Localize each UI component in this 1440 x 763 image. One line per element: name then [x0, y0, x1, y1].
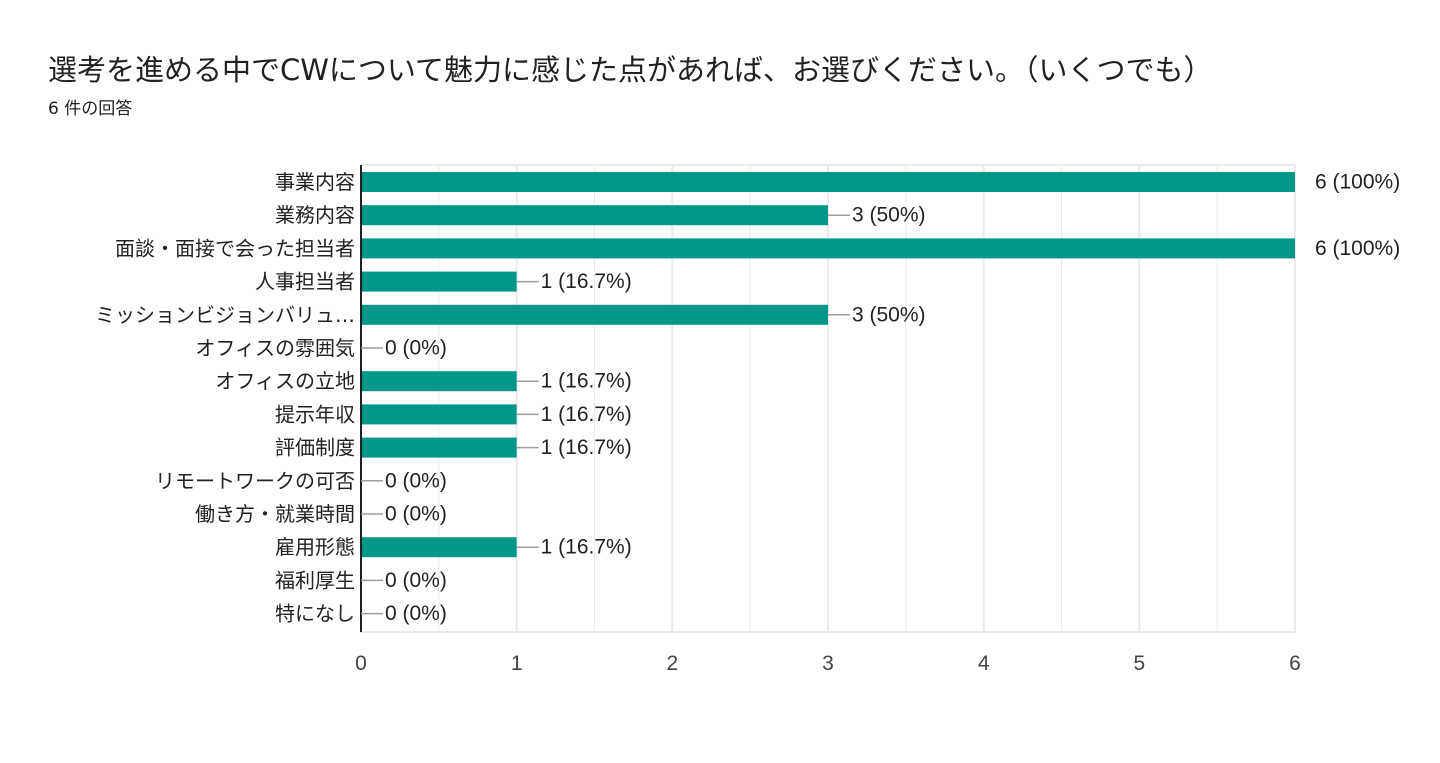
- data-label: 1 (16.7%): [541, 436, 632, 459]
- category-label: ミッションビジョンバリュ…: [95, 303, 355, 327]
- data-label: 0 (0%): [385, 602, 447, 625]
- grid-layer: [360, 164, 1296, 633]
- data-label: 6 (100%): [1315, 171, 1400, 194]
- category-label: 業務内容: [275, 203, 355, 227]
- x-tick-label: 0: [355, 652, 367, 675]
- data-label: 3 (50%): [852, 303, 926, 326]
- bar: [361, 537, 517, 558]
- data-label: 0 (0%): [385, 337, 447, 360]
- response-count: 6 件の回答: [48, 99, 133, 119]
- x-tick-label: 1: [511, 652, 523, 675]
- x-tick-label: 5: [1133, 652, 1145, 675]
- data-label: 1 (16.7%): [541, 370, 632, 393]
- data-label: 0 (0%): [385, 469, 447, 492]
- x-tick-label: 6: [1289, 652, 1301, 675]
- data-label: 0 (0%): [385, 503, 447, 526]
- bar-layer: [361, 172, 1295, 558]
- chart-title: 選考を進める中でCWについて魅力に感じた点があれば、お選びください。（いくつでも…: [48, 53, 1213, 87]
- category-label: オフィスの立地: [215, 369, 355, 393]
- x-tick-label: 2: [666, 652, 678, 675]
- category-label: 福利厚生: [275, 568, 355, 592]
- bar: [361, 304, 828, 325]
- bar: [361, 271, 517, 292]
- category-label: 面談・面接で会った担当者: [115, 236, 355, 260]
- category-label: 事業内容: [275, 170, 355, 194]
- bar: [361, 371, 517, 392]
- category-label: 雇用形態: [275, 535, 355, 559]
- x-tick-label: 3: [822, 652, 834, 675]
- bar: [361, 172, 1295, 192]
- bar: [361, 437, 517, 458]
- x-tick-label: 4: [978, 652, 990, 675]
- data-label: 0 (0%): [385, 569, 447, 592]
- data-label: 1 (16.7%): [541, 270, 632, 293]
- bar: [361, 238, 1295, 259]
- category-label: 評価制度: [275, 436, 355, 460]
- category-label: オフィスの雰囲気: [195, 336, 355, 360]
- label-layer: 0 1 2 3 4 5 6 事業内容 6 (100%) 業務内容 3 (50%) 面談・面接で会った担…: [95, 170, 1400, 675]
- data-label: 1 (16.7%): [541, 403, 632, 426]
- category-label: 特になし: [275, 602, 355, 626]
- data-label: 6 (100%): [1315, 237, 1400, 260]
- data-label: 3 (50%): [852, 204, 926, 227]
- bar: [361, 205, 828, 226]
- category-label: 提示年収: [275, 402, 355, 426]
- data-label: 1 (16.7%): [541, 536, 632, 559]
- category-label: リモートワークの可否: [155, 469, 355, 493]
- category-label: 人事担当者: [255, 270, 355, 294]
- category-label: 働き方・就業時間: [195, 502, 355, 526]
- bar: [361, 404, 517, 425]
